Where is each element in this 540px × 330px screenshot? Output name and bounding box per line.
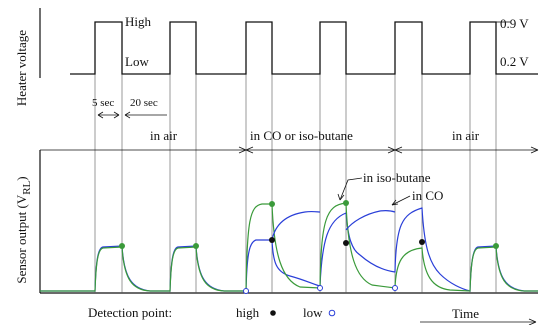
co-sensor-rise-curve <box>271 210 321 241</box>
detection-point-high <box>343 240 349 246</box>
isobutane-leader-arrow <box>337 193 345 201</box>
detection-point-high <box>269 201 275 207</box>
high-voltage-value: 0.9 V <box>500 16 529 31</box>
legend-low-marker <box>328 309 336 317</box>
legend-high-label: high <box>236 305 260 320</box>
co-label: in CO <box>412 188 443 203</box>
detection-point-high <box>193 243 199 249</box>
isobutane-label: in iso-butane <box>363 170 431 185</box>
legend-high-marker <box>270 310 276 316</box>
detection-points <box>119 200 499 294</box>
co-leader <box>391 195 411 206</box>
isobutane-sensor-trace <box>40 202 538 292</box>
phase-label-gas: in CO or iso-butane <box>250 128 353 143</box>
low-voltage-value: 0.2 V <box>500 54 529 69</box>
co-sensor-rise-curve-2 <box>345 209 396 231</box>
detection-point-high <box>269 237 275 243</box>
phase-arrows <box>40 146 539 154</box>
high-time-label: 5 sec <box>92 97 114 109</box>
detection-point-high <box>419 239 425 245</box>
cycle-guide-lines <box>94 22 497 293</box>
detection-point-low <box>243 288 249 294</box>
detection-point-high <box>343 200 349 206</box>
phase-label-air-1: in air <box>150 128 178 143</box>
detection-point-high <box>119 243 125 249</box>
heater-voltage-waveform <box>70 21 538 75</box>
legend-low-label: low <box>303 305 323 320</box>
timing-annotations: 5 sec 20 sec <box>92 97 167 119</box>
detection-point-low <box>392 285 398 291</box>
low-time-label: 20 sec <box>130 97 158 109</box>
detection-point-high <box>493 243 499 249</box>
sensor-output-ylabel: Sensor output (VRL) <box>14 176 33 283</box>
detection-point-low <box>317 285 323 291</box>
time-label: Time <box>452 306 479 321</box>
phase-label-air-2: in air <box>452 128 480 143</box>
isobutane-leader <box>339 177 363 201</box>
heater-voltage-ylabel: Heater voltage <box>14 30 29 106</box>
co-leader-arrow <box>391 199 399 206</box>
detection-point-label: Detection point: <box>88 305 172 320</box>
high-label: High <box>125 14 152 29</box>
low-label: Low <box>125 54 149 69</box>
